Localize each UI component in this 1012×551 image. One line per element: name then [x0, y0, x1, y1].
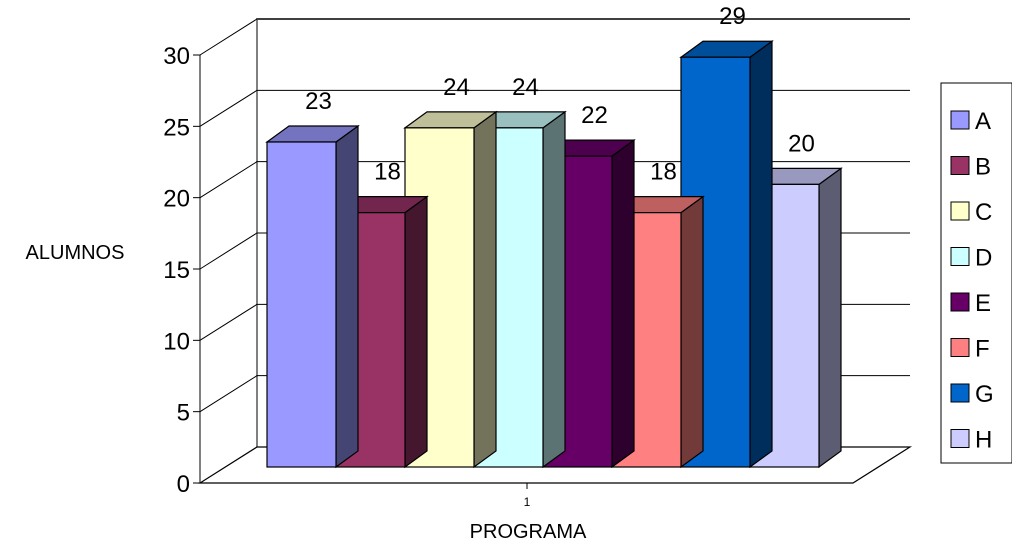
- data-label-c: 24: [443, 74, 470, 101]
- y-tick-label: 0: [177, 471, 190, 498]
- legend-swatch: [950, 110, 970, 130]
- data-label-d: 24: [512, 74, 539, 101]
- legend-swatch: [950, 383, 970, 403]
- legend-label: B: [975, 154, 991, 181]
- gridlines: [199, 18, 910, 413]
- bar-side: [818, 167, 842, 469]
- legend-item-b: B: [950, 154, 991, 181]
- data-label-e: 22: [581, 102, 608, 129]
- bar-side: [542, 110, 566, 469]
- y-tick-label: 5: [177, 400, 190, 427]
- legend-label: A: [975, 108, 991, 135]
- legend-label: C: [975, 199, 992, 226]
- legend-item-a: A: [950, 108, 991, 135]
- legend-item-e: E: [950, 290, 991, 317]
- y-tick-label: 30: [163, 43, 190, 70]
- bars: [265, 40, 843, 469]
- data-label-a: 23: [305, 88, 332, 115]
- legend-swatch: [950, 247, 970, 266]
- legend-label: H: [975, 427, 992, 454]
- bar-side: [680, 195, 704, 469]
- y-tick-label: 15: [163, 257, 190, 284]
- x-category-label: 1: [524, 495, 531, 509]
- bar-a: [265, 124, 360, 469]
- y-tick-label: 20: [163, 186, 190, 213]
- x-axis-title: PROGRAMA: [470, 521, 587, 543]
- legend-label: F: [975, 336, 990, 363]
- floor: [197, 446, 913, 484]
- legend-swatch: [950, 156, 970, 175]
- bar-side: [473, 110, 497, 469]
- legend-item-h: H: [950, 427, 992, 454]
- legend-item-g: G: [950, 381, 994, 408]
- legend-item-c: C: [950, 199, 992, 226]
- bar-side: [611, 138, 635, 469]
- legend-item-f: F: [950, 336, 990, 363]
- legend-swatch: [950, 429, 970, 448]
- y-tick-label: 10: [163, 328, 190, 355]
- y-tick-label: 25: [163, 114, 190, 141]
- legend-item-d: D: [950, 245, 992, 272]
- legend-swatch: [950, 292, 970, 312]
- bar-side: [335, 124, 359, 469]
- bar-side: [749, 40, 773, 469]
- data-label-g: 29: [719, 3, 746, 30]
- legend-label: E: [975, 290, 991, 317]
- legend-label: G: [975, 381, 994, 408]
- y-axis-title: ALUMNOS: [26, 242, 125, 264]
- legend-swatch: [950, 338, 970, 357]
- data-label-b: 18: [374, 159, 401, 186]
- bar-side: [404, 195, 428, 469]
- bar-front: [266, 141, 337, 468]
- legend-label: D: [975, 245, 992, 272]
- y-axis-ticks: 0 5 10 15 20 25 30: [163, 43, 528, 498]
- data-labels: 20 29 18 22 24 24 18 23: [305, 3, 815, 185]
- data-label-h: 20: [788, 130, 815, 157]
- data-label-f: 18: [650, 159, 677, 186]
- legend-swatch: [950, 201, 970, 221]
- gridline: [199, 18, 910, 56]
